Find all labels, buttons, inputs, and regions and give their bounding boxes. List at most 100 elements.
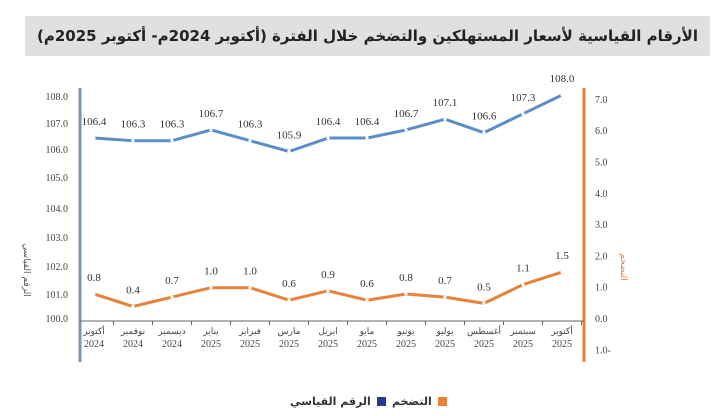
right-tick-label: 2.0 [595,251,608,262]
index-point [443,117,447,121]
x-tick-year: 2025 [318,339,338,350]
right-tick-label: 7.0 [595,95,608,106]
x-tick-month: ابريل [318,326,337,337]
right-tick-label: 4.0 [595,189,608,200]
inflation-point [365,298,369,302]
right-tick-label: 5.0 [595,158,608,169]
left-tick-label: 108.0 [46,92,69,103]
inflation-point [443,295,447,299]
inflation-point [482,301,486,305]
right-tick-label: 0.0 [595,314,608,325]
legend-item-inflation: التضخم [392,395,447,408]
index-point [92,136,96,140]
inflation-data-label: 0.4 [126,284,140,296]
inflation-point [404,292,408,296]
x-tick-month: أكتوبر [82,324,105,337]
index-data-label: 106.6 [472,111,497,123]
x-tick-month: فبراير [238,326,261,337]
chart-title-bar: الأرقام القياسية لأسعار المستهلكين والتض… [25,16,710,56]
inflation-point [131,304,135,309]
x-tick-year: 2025 [552,339,572,350]
right-tick-label: 1.0- [595,345,611,356]
index-data-label: 106.3 [121,119,146,131]
x-tick-year: 2024 [84,339,104,350]
inflation-data-label: 0.9 [321,269,335,281]
legend-label-index: الرقم القياسي [290,395,371,408]
inflation-point [287,298,291,302]
index-data-label: 106.7 [394,108,419,120]
inflation-point [248,286,252,290]
x-tick-year: 2025 [396,339,416,350]
index-point [170,139,174,143]
x-tick-year: 2025 [201,339,221,350]
index-point [521,112,525,116]
inflation-point [92,292,96,296]
index-point [131,139,135,143]
left-tick-label: 104.0 [46,204,69,215]
inflation-point [170,295,174,299]
legend-item-index: الرقم القياسي [290,395,386,408]
left-tick-label: 107.0 [46,119,69,130]
x-tick-month: سبتمبر [509,326,536,337]
inflation-data-label: 0.8 [87,272,101,284]
inflation-data-label: 1.5 [555,250,569,262]
right-axis-title: التضخم [618,253,628,281]
inflation-data-label: 0.8 [399,272,413,284]
inflation-data-label: 0.7 [165,275,179,287]
x-tick-month: مارس [278,326,301,337]
inflation-point [209,286,213,290]
inflation-data-label: 0.6 [282,278,296,290]
x-tick-month: يونيو [396,326,415,337]
inflation-point [560,270,564,274]
index-data-label: 107.1 [433,97,458,109]
x-tick-year: 2024 [162,339,182,350]
index-data-label: 106.7 [199,108,224,120]
right-tick-label: 6.0 [595,126,608,137]
right-tick-label: 1.0 [595,283,608,294]
inflation-data-label: 0.5 [477,281,491,293]
x-tick-month: نوفمبر [120,326,145,337]
index-point [287,149,291,154]
index-data-label: 106.3 [238,119,263,131]
index-data-label: 106.4 [82,116,107,128]
index-data-label: 105.9 [277,129,302,141]
inflation-data-label: 0.6 [360,278,374,290]
x-tick-month: ديسمبر [157,326,185,337]
inflation-data-label: 1.0 [243,266,257,278]
x-tick-month: مايو [359,326,375,337]
left-tick-label: 106.0 [46,145,69,156]
left-tick-label: 105.0 [46,173,69,184]
x-tick-month: يوليو [435,326,454,337]
index-data-label: 107.3 [511,92,536,104]
inflation-data-label: 1.1 [516,263,530,275]
index-point [326,136,330,140]
legend-swatch-inflation [437,397,447,406]
x-tick-month: يناير [202,326,219,337]
left-tick-label: 103.0 [46,233,69,244]
left-tick-label: 102.0 [46,262,69,273]
index-point [248,139,252,143]
legend: التضخم الرقم القياسي [0,395,720,413]
index-data-label: 106.4 [316,116,341,128]
inflation-data-label: 1.0 [204,266,218,278]
inflation-point [521,282,525,287]
index-point [482,131,486,135]
x-tick-month: أغسطس [467,324,501,337]
x-tick-year: 2025 [279,339,299,350]
x-tick-year: 2024 [123,339,143,350]
index-data-label: 106.4 [355,116,380,128]
index-point [365,136,369,140]
x-tick-year: 2025 [474,339,494,350]
index-point [209,128,213,132]
left-tick-label: 100.0 [46,314,69,325]
index-point [404,128,408,132]
x-tick-year: 2025 [435,339,455,350]
x-tick-year: 2025 [513,339,533,350]
left-tick-label: 101.0 [46,290,69,301]
chart-title: الأرقام القياسية لأسعار المستهلكين والتض… [37,27,698,45]
index-data-label: 106.3 [160,119,185,131]
index-point [560,93,564,97]
right-tick-label: 3.0 [595,220,608,231]
x-tick-month: أكتوبر [550,324,573,337]
